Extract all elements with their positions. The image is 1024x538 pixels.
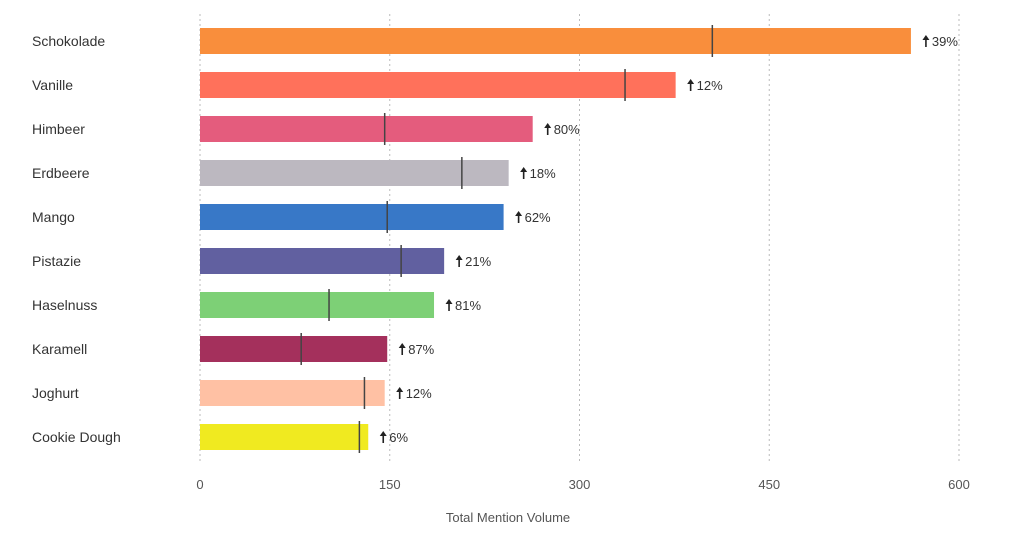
x-tick-label: 600: [948, 477, 970, 492]
change-label: 18%: [530, 166, 556, 181]
arrow-up-icon: [396, 387, 404, 399]
change-label: 6%: [389, 430, 408, 445]
change-label: 12%: [697, 78, 723, 93]
arrow-up-icon: [379, 431, 387, 443]
change-label: 21%: [465, 254, 491, 269]
change-label: 80%: [554, 122, 580, 137]
category-label: Erdbeere: [32, 165, 90, 181]
arrow-up-icon: [515, 211, 523, 223]
change-label: 12%: [406, 386, 432, 401]
bar: [200, 292, 435, 318]
bar: [200, 116, 533, 142]
change-label: 81%: [455, 298, 481, 313]
x-axis-title: Total Mention Volume: [446, 510, 570, 525]
change-label: 87%: [408, 342, 434, 357]
bar: [200, 248, 445, 274]
bar: [200, 380, 385, 406]
category-label: Himbeer: [32, 121, 85, 137]
x-tick-label: 300: [569, 477, 591, 492]
bar: [200, 424, 369, 450]
bar: [200, 72, 676, 98]
category-label: Joghurt: [32, 385, 79, 401]
category-label: Vanille: [32, 77, 73, 93]
arrow-up-icon: [445, 299, 453, 311]
arrow-up-icon: [520, 167, 528, 179]
bar: [200, 28, 911, 54]
category-label: Karamell: [32, 341, 87, 357]
arrow-up-icon: [687, 79, 695, 91]
bar: [200, 204, 504, 230]
category-label: Pistazie: [32, 253, 81, 269]
arrow-up-icon: [398, 343, 406, 355]
x-axis-ticks: 0 150 300 450 600: [196, 477, 969, 492]
bars: 39% 12% 80% 18% 62% 21% 81% 87% 12% 6%: [200, 25, 958, 453]
category-label: Mango: [32, 209, 75, 225]
category-label: Schokolade: [32, 33, 105, 49]
arrow-up-icon: [922, 35, 930, 47]
category-label: Haselnuss: [32, 297, 97, 313]
arrow-up-icon: [455, 255, 463, 267]
category-label: Cookie Dough: [32, 429, 121, 445]
bar: [200, 160, 509, 186]
change-label: 62%: [525, 210, 551, 225]
x-tick-label: 150: [379, 477, 401, 492]
change-label: 39%: [932, 34, 958, 49]
category-labels: Schokolade Vanille Himbeer Erdbeere Mango Pis…: [32, 33, 121, 445]
x-tick-label: 0: [196, 477, 203, 492]
arrow-up-icon: [544, 123, 552, 135]
bar: [200, 336, 388, 362]
x-tick-label: 450: [758, 477, 780, 492]
